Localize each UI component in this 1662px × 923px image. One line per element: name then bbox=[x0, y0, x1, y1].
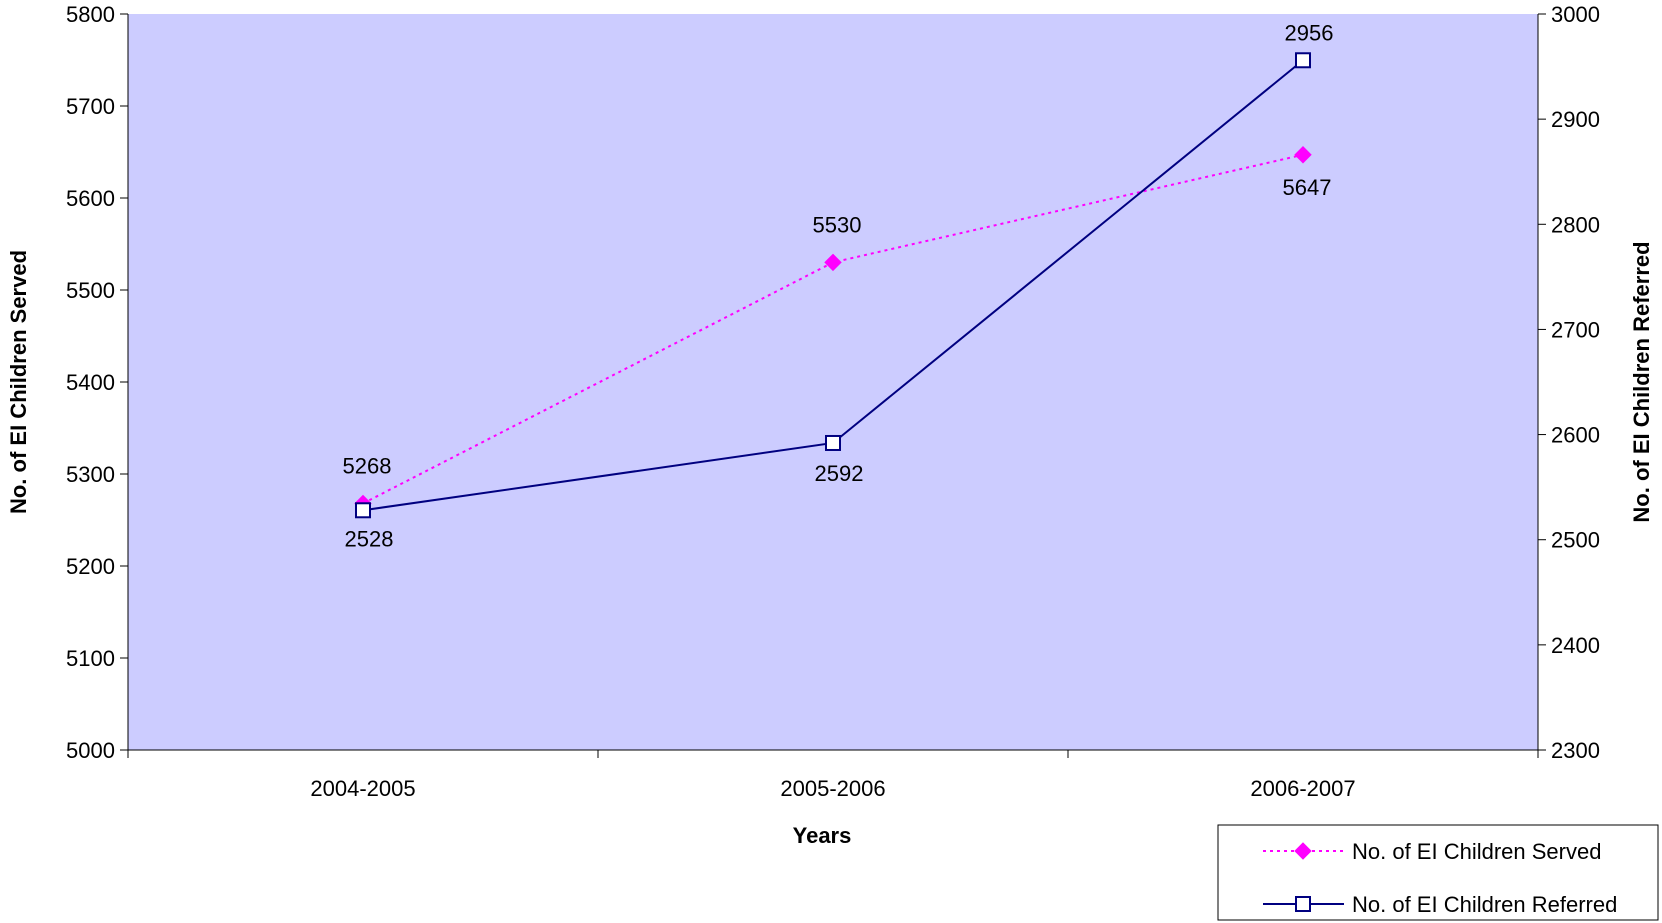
served-marker-diamond bbox=[1294, 842, 1312, 860]
right-y-axis-title: No. of EI Children Referred bbox=[1629, 241, 1654, 522]
left-tick-label: 5100 bbox=[66, 646, 115, 671]
legend-referred-label: No. of EI Children Referred bbox=[1352, 892, 1617, 917]
left-tick-label: 5200 bbox=[66, 554, 115, 579]
left-tick-label: 5700 bbox=[66, 94, 115, 119]
served-marker-diamond bbox=[1294, 146, 1312, 164]
left-tick-label: 5800 bbox=[66, 2, 115, 27]
referred-marker-square bbox=[1295, 896, 1311, 912]
data-labels: 5268 5530 5647 2528 2592 2956 bbox=[343, 20, 1334, 551]
right-tick-label: 2600 bbox=[1551, 423, 1600, 448]
series-referred bbox=[355, 52, 1311, 519]
right-tick-label: 2300 bbox=[1551, 738, 1600, 763]
left-tick-label: 5400 bbox=[66, 370, 115, 395]
plot-area bbox=[128, 14, 1538, 750]
right-tick-label: 2800 bbox=[1551, 212, 1600, 237]
served-data-label: 5530 bbox=[813, 212, 862, 237]
x-tick-label: 2004-2005 bbox=[310, 776, 415, 801]
served-data-label: 5268 bbox=[343, 453, 392, 478]
x-tick-label: 2005-2006 bbox=[780, 776, 885, 801]
left-tick-label: 5000 bbox=[66, 738, 115, 763]
left-tick-label: 5500 bbox=[66, 278, 115, 303]
referred-marker-square bbox=[1295, 52, 1311, 69]
referred-data-label: 2956 bbox=[1285, 20, 1334, 45]
served-marker-diamond bbox=[824, 253, 842, 272]
right-tick-label: 2500 bbox=[1551, 528, 1600, 553]
legend-items: No. of EI Children Served No. of EI Child… bbox=[1263, 839, 1617, 917]
series-layer bbox=[354, 52, 1312, 519]
left-tick-label: 5600 bbox=[66, 186, 115, 211]
referred-data-label: 2592 bbox=[815, 461, 864, 486]
x-tick-label: 2006-2007 bbox=[1250, 776, 1355, 801]
legend: No. of EI Children Served No. of EI Child… bbox=[1217, 824, 1659, 921]
right-tick-label: 2900 bbox=[1551, 107, 1600, 132]
served-data-label: 5647 bbox=[1283, 175, 1332, 200]
right-y-axis: 2300 2400 2500 2600 2700 2800 2900 3000 bbox=[1537, 2, 1600, 763]
right-tick-label: 2700 bbox=[1551, 317, 1600, 342]
legend-served-label: No. of EI Children Served bbox=[1352, 839, 1601, 864]
referred-marker-square bbox=[355, 502, 371, 519]
x-axis-title: Years bbox=[793, 823, 852, 848]
referred-marker-square bbox=[825, 434, 841, 451]
right-tick-label: 2400 bbox=[1551, 633, 1600, 658]
referred-data-label: 2528 bbox=[345, 526, 394, 551]
served-line bbox=[362, 153, 1304, 505]
left-tick-label: 5300 bbox=[66, 462, 115, 487]
left-y-axis: 5000 5100 5200 5300 5400 5500 5600 5700 5800 bbox=[66, 2, 129, 763]
right-tick-label: 3000 bbox=[1551, 2, 1600, 27]
x-axis: 2004-2005 2005-2006 2006-2007 bbox=[127, 749, 1539, 801]
left-y-axis-title: No. of EI Children Served bbox=[6, 250, 31, 514]
